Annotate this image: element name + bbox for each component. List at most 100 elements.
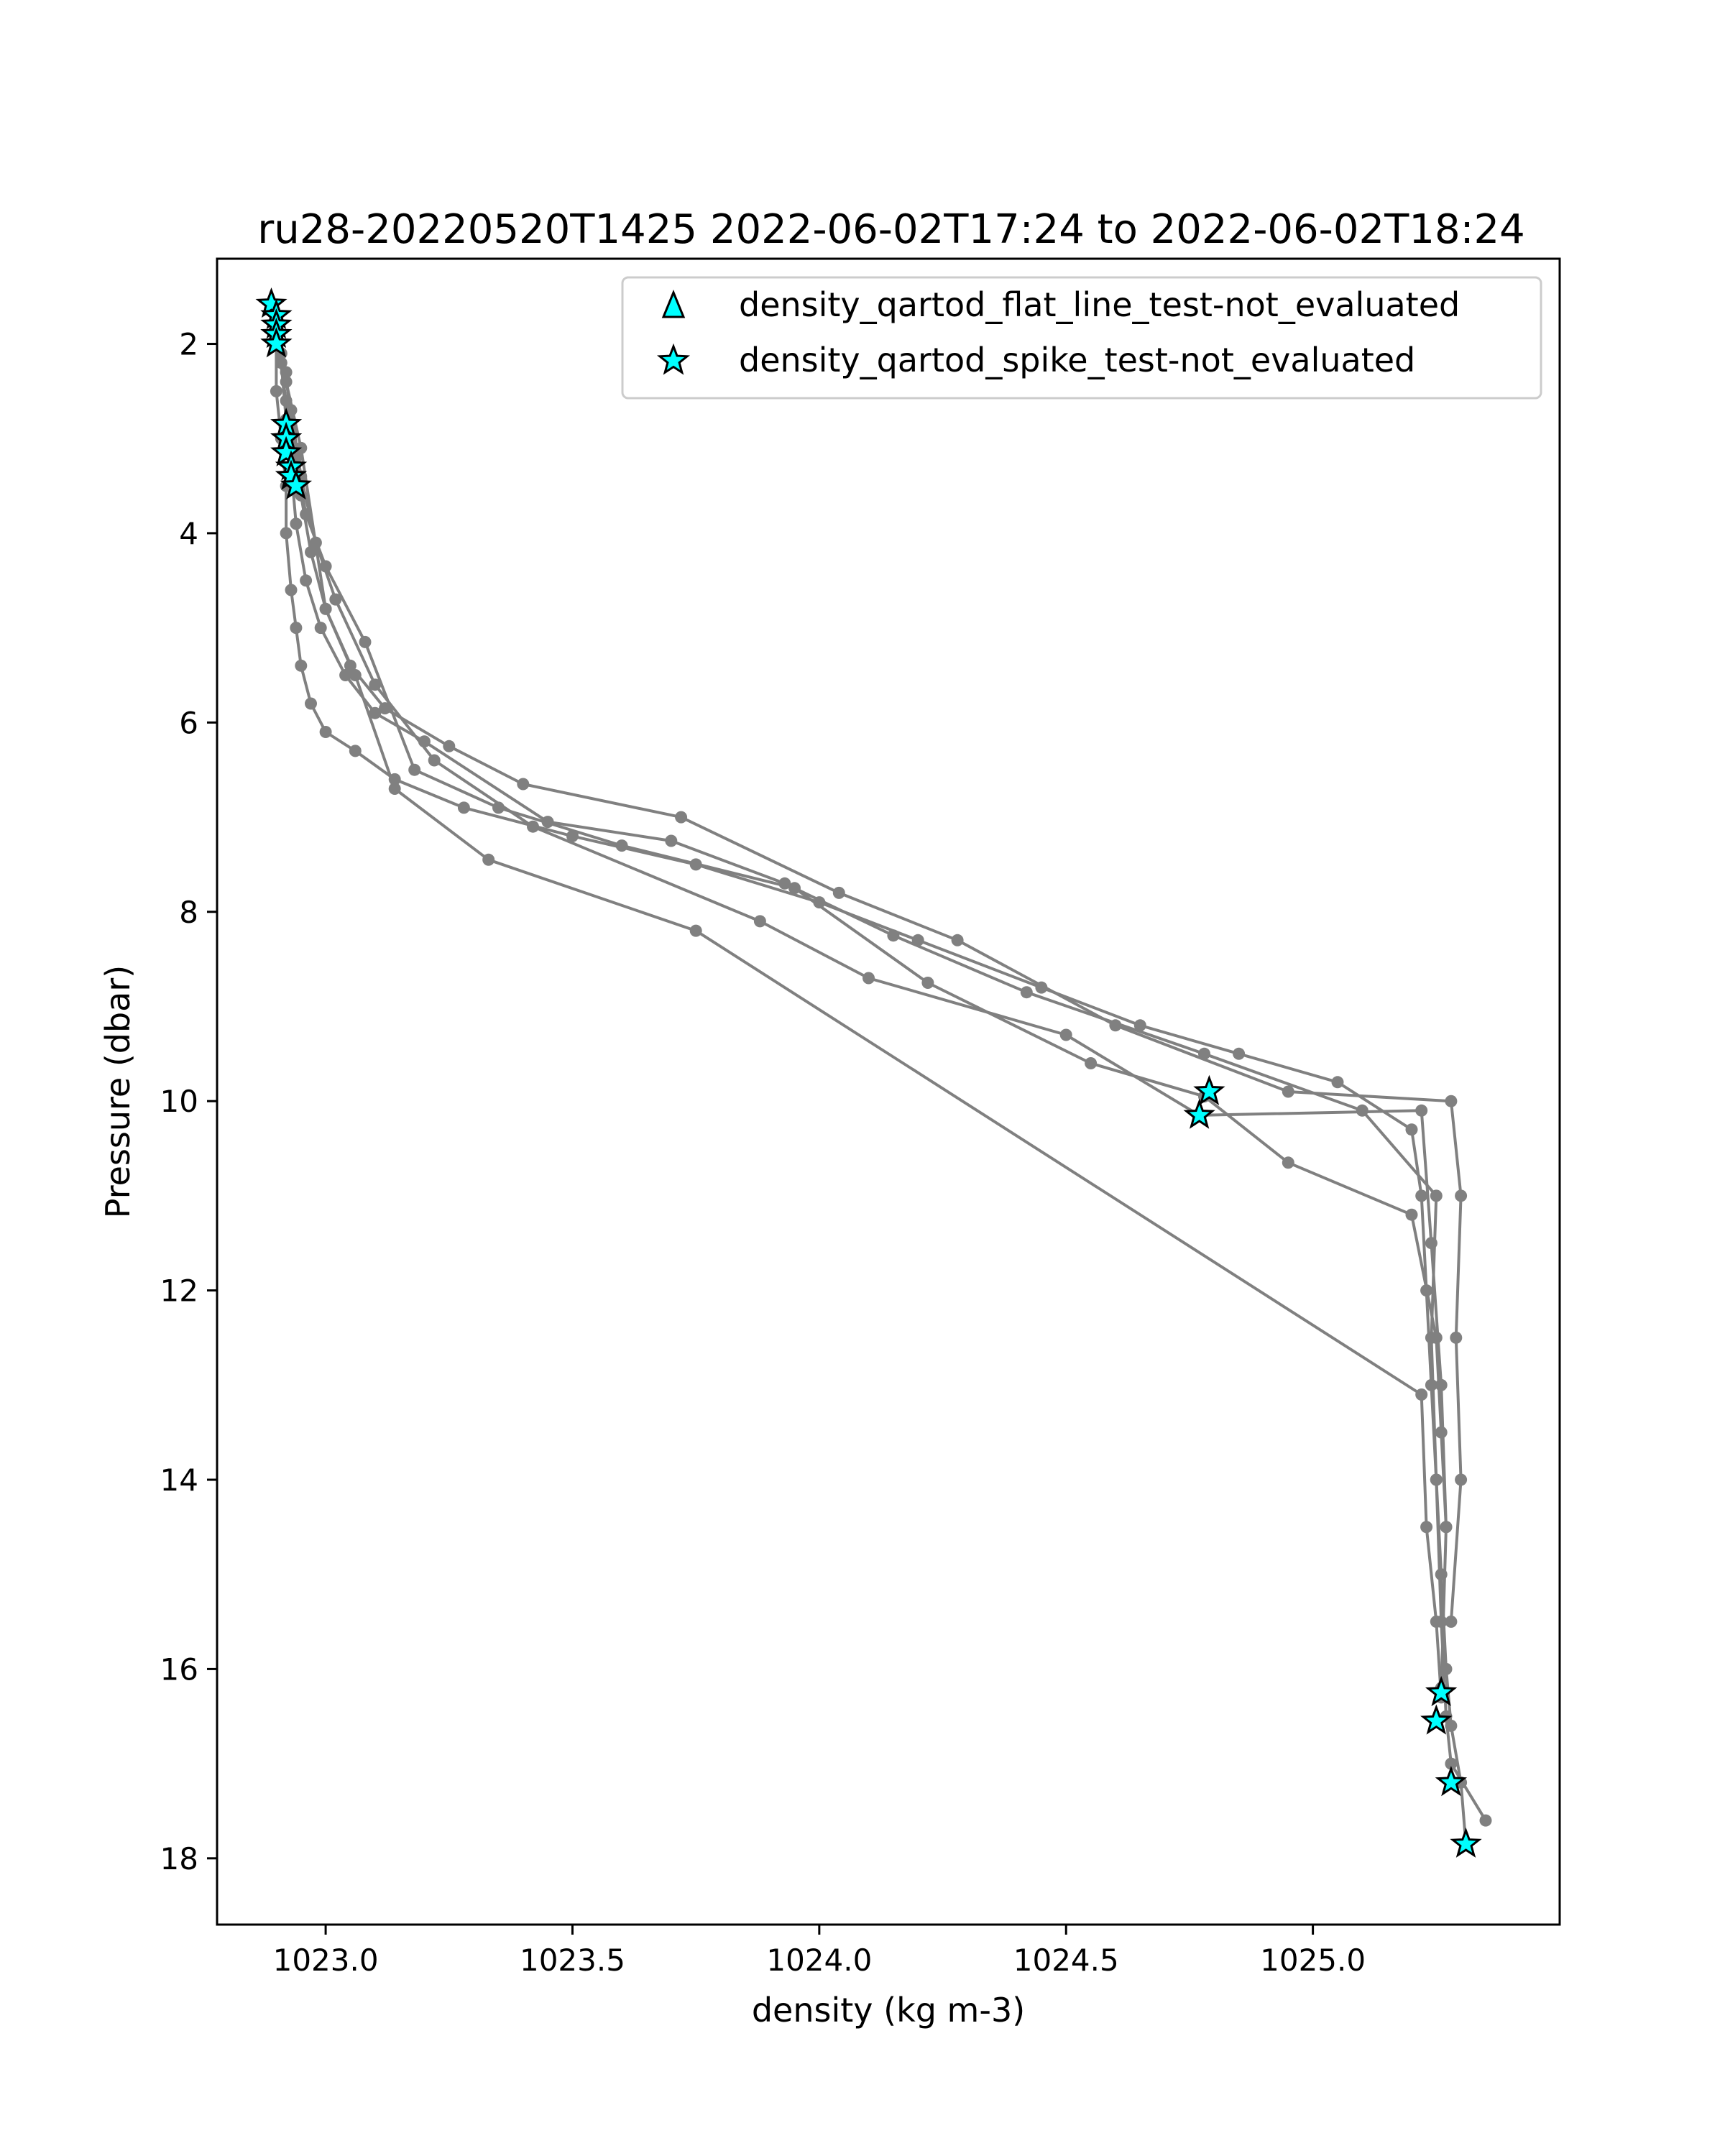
- profile-point: [1435, 1378, 1448, 1391]
- profile-point: [1233, 1047, 1246, 1060]
- profile-point: [753, 915, 766, 928]
- profile-point: [887, 929, 900, 942]
- profile-point: [457, 801, 470, 814]
- profile-point: [1415, 1189, 1428, 1202]
- profile-point: [1450, 1331, 1463, 1344]
- y-tick-label: 16: [160, 1651, 198, 1687]
- x-tick-label: 1025.0: [1260, 1943, 1366, 1978]
- profile-point: [1415, 1388, 1428, 1401]
- profile-point: [832, 886, 845, 899]
- profile-point: [305, 545, 317, 558]
- spike-test-star-marker: [1193, 1074, 1225, 1105]
- profile-line-2: [275, 315, 1487, 1822]
- x-axis-ticks: 1023.0 1023.5 1024.0 1024.5 1025.0: [273, 1925, 1366, 1978]
- x-tick-label: 1023.5: [520, 1943, 625, 1978]
- profile-point: [290, 517, 303, 530]
- profile-point: [1445, 1757, 1458, 1770]
- plot-area: [255, 287, 1492, 1858]
- profile-line-3: [275, 324, 1463, 1622]
- profile-line-6: [275, 320, 1443, 1698]
- profile-point: [1420, 1521, 1433, 1534]
- profile-point: [295, 659, 308, 672]
- profile-point: [314, 622, 327, 635]
- profile-line-5: [280, 353, 1448, 1527]
- axes-frame: [216, 257, 1561, 1926]
- profile-point: [280, 375, 293, 388]
- profile-point: [339, 669, 352, 681]
- x-axis-label: density (kg m-3): [752, 1991, 1025, 2030]
- profile-point: [1020, 986, 1033, 999]
- profile-point: [379, 702, 391, 715]
- profile-point: [1430, 1473, 1443, 1486]
- profile-point: [359, 635, 372, 648]
- profile-point: [319, 726, 332, 738]
- profile-point: [1430, 1189, 1443, 1202]
- profile-point: [319, 602, 332, 615]
- profile-point: [280, 527, 293, 540]
- profile-point: [1282, 1156, 1294, 1169]
- y-tick-label: 2: [179, 327, 198, 362]
- spike-test-star-marker: [1420, 1704, 1453, 1735]
- profile-point: [270, 384, 282, 397]
- legend-triangle-marker-icon: [661, 290, 686, 318]
- spike-test-star-marker: [260, 327, 293, 358]
- legend-star-marker-icon: [656, 343, 691, 375]
- spike-test-star-marker: [1435, 1766, 1468, 1797]
- profile-point: [517, 778, 530, 791]
- profile-point: [1425, 1237, 1438, 1250]
- profile-point: [1455, 1189, 1468, 1202]
- profile-point: [285, 584, 298, 596]
- profile-point: [1430, 1616, 1443, 1628]
- profile-point: [1282, 1085, 1294, 1098]
- profile-point: [675, 811, 688, 824]
- profile-point: [1133, 1019, 1146, 1032]
- y-tick-label: 18: [160, 1841, 198, 1876]
- profile-point: [921, 977, 934, 989]
- y-tick-label: 14: [160, 1462, 198, 1498]
- profile-point: [428, 754, 441, 767]
- profile-point: [788, 882, 801, 895]
- profile-point: [349, 669, 362, 681]
- x-tick-label: 1024.0: [766, 1943, 872, 1978]
- profile-point: [689, 924, 702, 937]
- y-tick-label: 8: [179, 895, 198, 930]
- profile-point: [290, 622, 303, 635]
- profile-point: [1435, 1426, 1448, 1439]
- spike-test-star-marker: [1425, 1676, 1458, 1707]
- profile-point: [665, 834, 678, 847]
- profile-point: [1455, 1473, 1468, 1486]
- spike-test-star-marker: [280, 469, 313, 499]
- profile-point: [408, 763, 421, 776]
- profile-point: [1331, 1076, 1344, 1089]
- profile-point: [482, 853, 495, 866]
- profile-point: [305, 697, 317, 710]
- profile-point: [349, 745, 362, 757]
- y-axis-label: Pressure (dbar): [98, 965, 137, 1218]
- profile-point: [566, 829, 579, 842]
- profile-point: [615, 839, 628, 852]
- profile-point: [443, 740, 456, 752]
- profile-point: [388, 783, 401, 795]
- chart-title: ru28-20220520T1425 2022-06-02T17:24 to 2…: [257, 206, 1524, 253]
- legend: density_qartod_flat_line_test-not_evalua…: [621, 276, 1542, 400]
- spike-test-star-marker: [270, 436, 303, 466]
- y-tick-label: 10: [160, 1084, 198, 1119]
- profile-point: [369, 678, 382, 691]
- profile-point: [527, 820, 539, 833]
- profile-point: [1059, 1028, 1072, 1041]
- profile-point: [951, 934, 964, 946]
- profile-point: [1445, 1616, 1458, 1628]
- legend-box: [621, 276, 1542, 400]
- profile-point: [300, 574, 313, 587]
- x-tick-label: 1023.0: [273, 1943, 379, 1978]
- profile-point: [1405, 1208, 1418, 1221]
- profile-point: [1109, 1019, 1122, 1032]
- profile-point: [369, 706, 382, 719]
- spike-test-star-marker: [1183, 1098, 1215, 1129]
- y-tick-label: 12: [160, 1273, 198, 1309]
- x-tick-label: 1024.5: [1013, 1943, 1119, 1978]
- y-tick-label: 4: [179, 516, 198, 551]
- profile-point: [862, 972, 875, 985]
- profile-point: [329, 593, 342, 606]
